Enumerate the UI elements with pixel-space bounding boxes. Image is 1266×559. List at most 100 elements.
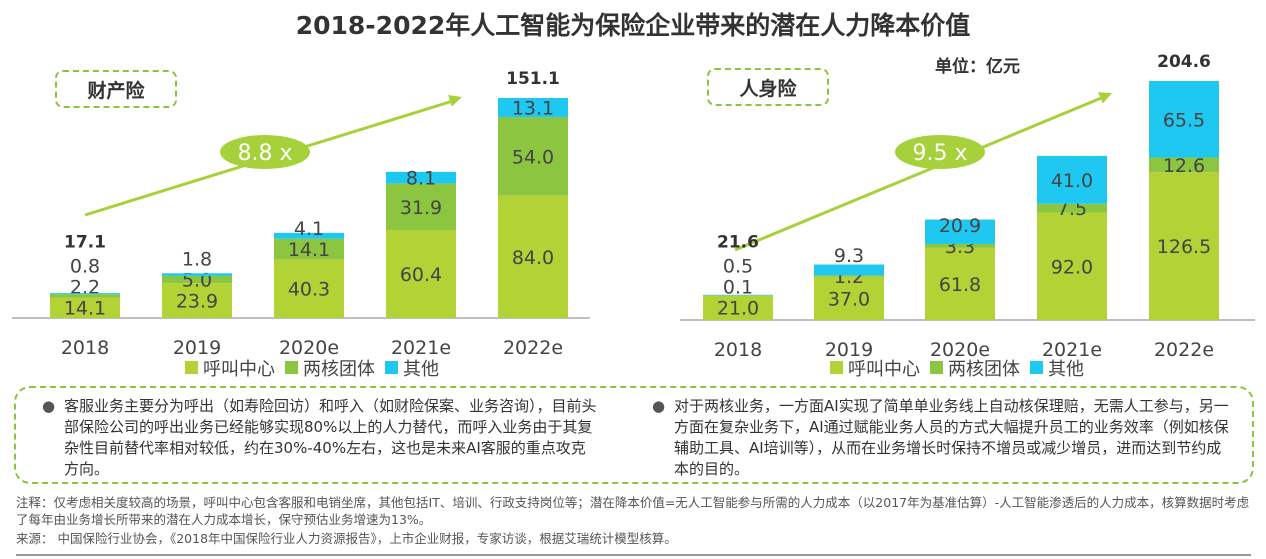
arrow-head-icon	[1098, 92, 1112, 104]
bar-segment-call-center	[925, 247, 995, 320]
growth-label: 8.8 x	[238, 141, 293, 166]
bar-segment-other	[814, 264, 884, 276]
data-label: 60.4	[400, 264, 442, 286]
growth-badge	[220, 135, 310, 169]
bullet-icon: ●	[652, 397, 666, 415]
note-left-text: 客服业务主要分为呼出（如寿险回访）和呼入（如财险保案、业务咨询），目前头部保险公…	[64, 397, 597, 478]
data-label: 14.1	[288, 239, 330, 261]
category-label: 2020e	[279, 337, 339, 359]
category-label: 2021e	[391, 337, 451, 359]
bar-segment-other	[50, 293, 120, 295]
data-label: 14.1	[64, 298, 106, 320]
bar-segment-call-center	[1149, 172, 1219, 320]
total-label: 17.1	[64, 233, 106, 253]
note-left: ● 客服业务主要分为呼出（如寿险回访）和呼入（如财险保案、业务咨询），目前头部保险…	[42, 396, 599, 480]
bar-segment-core-group	[386, 183, 456, 231]
legend-label: 其他	[1048, 359, 1084, 380]
data-label: 0.8	[70, 256, 100, 278]
category-label: 2020e	[930, 339, 990, 361]
panel-label-life: 人身险	[707, 68, 829, 106]
bar-segment-call-center	[386, 230, 456, 318]
category-label: 2019	[825, 339, 873, 361]
data-label: 12.6	[1163, 155, 1205, 177]
category-label: 2021e	[1042, 339, 1102, 361]
data-label: 84.0	[512, 247, 554, 269]
data-label: 5.0	[182, 270, 212, 292]
legend-swatch	[185, 361, 198, 374]
total-label: 21.6	[717, 233, 759, 253]
bar-segment-call-center	[498, 195, 568, 318]
total-label: 204.6	[1157, 52, 1211, 72]
bar-segment-other	[386, 171, 456, 184]
bar-segment-other	[925, 219, 995, 244]
legend-label: 呼叫中心	[848, 359, 920, 380]
footnote: 注释：仅考虑相关度较高的场景，呼叫中心包含客服和电销坐席，其他包括IT、培训、行…	[16, 495, 1250, 527]
legend-swatch	[830, 361, 843, 374]
arrow-head-icon	[448, 94, 462, 107]
data-label: 40.3	[288, 279, 330, 301]
data-label: 1.8	[182, 249, 212, 271]
legend-swatch	[1030, 361, 1043, 374]
bar-segment-core-group	[1149, 157, 1219, 173]
data-label: 92.0	[1051, 256, 1093, 278]
legend-label: 呼叫中心	[203, 359, 275, 380]
data-label: 65.5	[1163, 109, 1205, 131]
panel-label-property: 财产险	[55, 70, 177, 108]
bullet-icon: ●	[42, 397, 56, 415]
category-label: 2019	[173, 337, 221, 359]
legend-label: 两核团体	[948, 359, 1020, 380]
bar-segment-call-center	[703, 295, 773, 320]
data-label: 21.0	[717, 298, 759, 320]
data-label: 41.0	[1051, 170, 1093, 192]
page-title: 2018-2022年人工智能为保险企业带来的潜在人力降本价值	[295, 11, 971, 40]
bar-segment-other	[1037, 155, 1107, 204]
data-label: 20.9	[939, 215, 981, 237]
bottom-rule	[16, 554, 1251, 556]
category-label: 2022e	[503, 337, 563, 359]
bar-segment-core-group	[274, 238, 344, 260]
legend-label: 两核团体	[303, 359, 375, 380]
growth-label: 9.5 x	[913, 141, 968, 166]
data-label: 8.1	[406, 168, 436, 190]
bar-segment-core-group	[50, 294, 120, 298]
data-label: 9.3	[834, 245, 864, 267]
growth-badge	[895, 135, 985, 169]
data-label: 23.9	[176, 291, 218, 313]
data-label: 0.5	[723, 256, 753, 278]
total-label: 151.1	[506, 69, 560, 89]
data-label: 4.1	[294, 218, 324, 240]
bar-segment-core-group	[498, 117, 568, 196]
legend-swatch	[285, 361, 298, 374]
data-label: 0.1	[723, 277, 753, 299]
bar-segment-call-center	[814, 276, 884, 320]
legend-label: 其他	[403, 359, 439, 380]
unit-label: 单位：亿元	[935, 57, 1020, 77]
bar-segment-other	[703, 294, 773, 296]
data-label: 13.1	[512, 98, 554, 120]
data-label: 54.0	[512, 146, 554, 168]
data-label: 126.5	[1157, 236, 1211, 258]
bar-segment-call-center	[274, 259, 344, 318]
note-right-text: 对于两核业务，一方面AI实现了简单单业务线上自动核保理赔，无需人工参与，另一方面…	[674, 397, 1229, 478]
note-right: ● 对于两核业务，一方面AI实现了简单单业务线上自动核保理赔，无需人工参与，另一方…	[652, 396, 1234, 480]
category-label: 2018	[61, 337, 109, 359]
bar-segment-core-group	[925, 243, 995, 248]
bar-segment-core-group	[1037, 203, 1107, 213]
source: 来源： 中国保险行业协会，《2018年中国保险行业人力资源报告》，上市企业财报，…	[16, 531, 677, 546]
bar-segment-core-group	[162, 275, 232, 284]
bar-segment-call-center	[1037, 212, 1107, 320]
bar-segment-other	[274, 232, 344, 239]
category-label: 2022e	[1154, 339, 1214, 361]
growth-arrow-line	[734, 94, 1107, 252]
legend-swatch	[930, 361, 943, 374]
data-label: 31.9	[400, 197, 442, 219]
category-label: 2018	[714, 339, 762, 361]
data-label: 37.0	[828, 288, 870, 310]
legend-swatch	[385, 361, 398, 374]
bar-segment-other	[1149, 81, 1219, 158]
data-label: 2.2	[70, 277, 100, 299]
bar-segment-other	[162, 273, 232, 276]
charts-svg: 8.8 x14.12.20.817.1201823.95.01.8201940.…	[12, 52, 1255, 380]
data-label: 61.8	[939, 274, 981, 296]
bar-segment-core-group	[814, 275, 884, 277]
